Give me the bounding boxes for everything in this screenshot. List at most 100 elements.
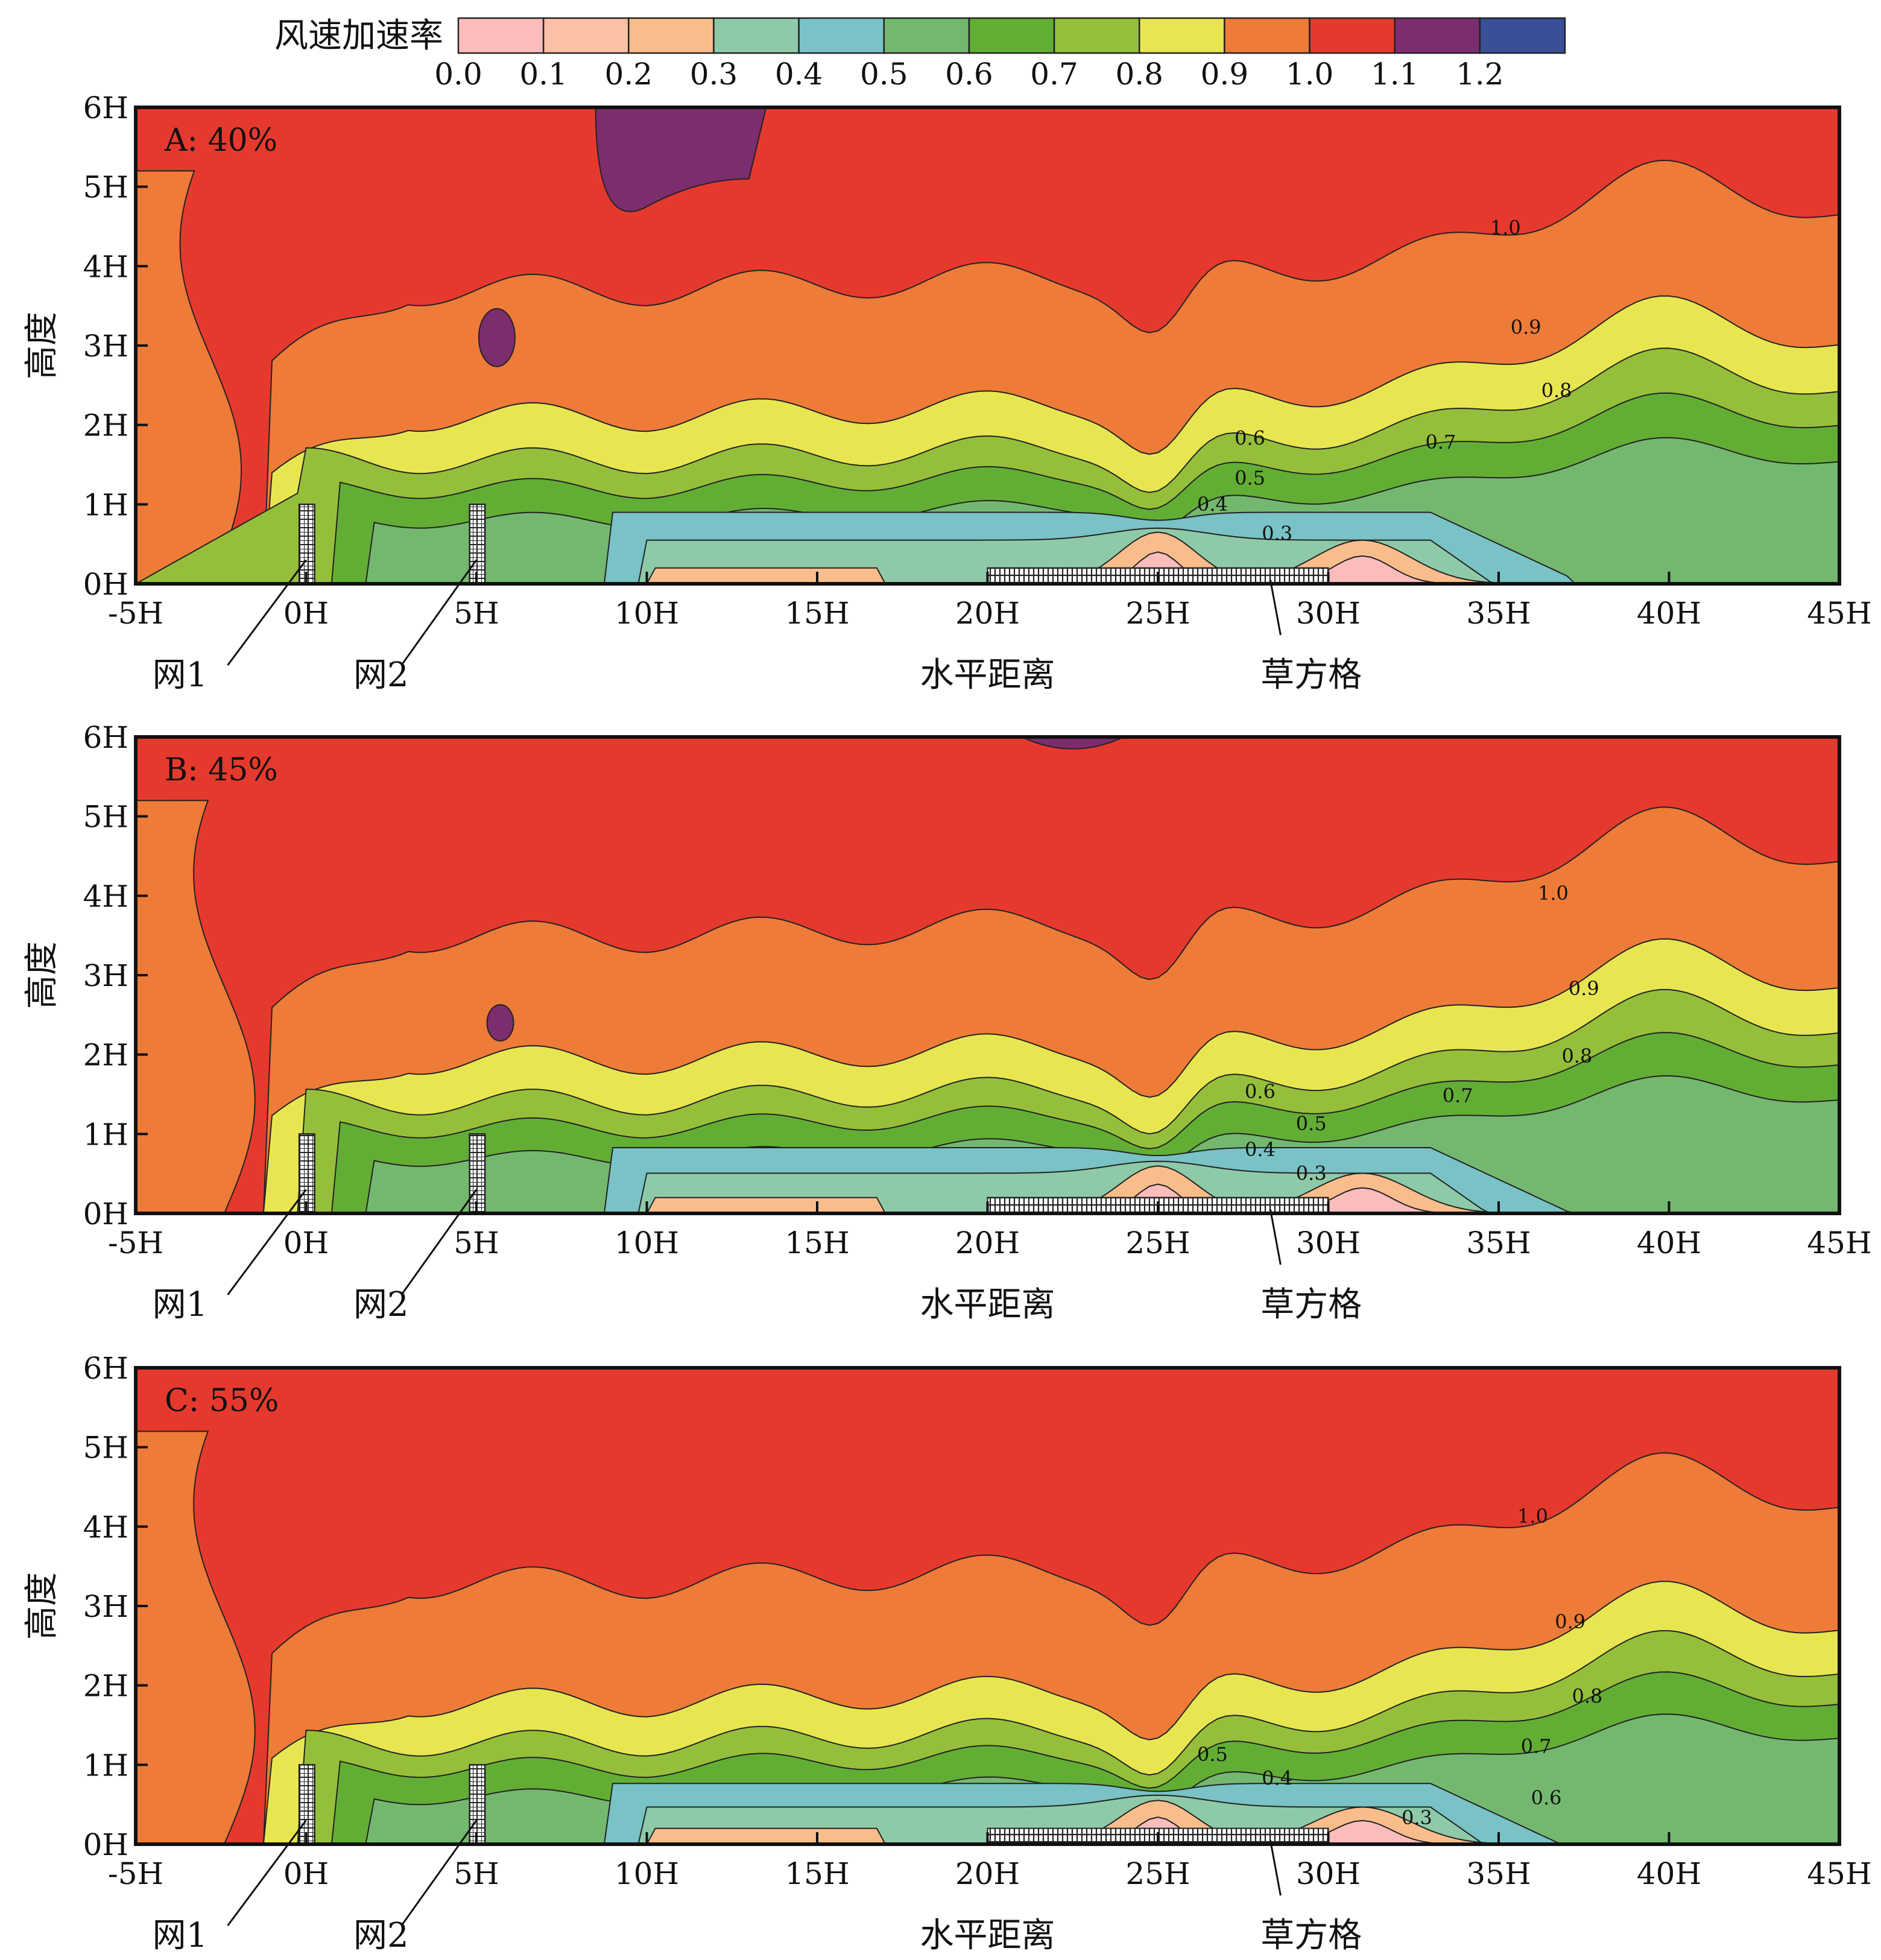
x-tick-label: 30H [1296, 596, 1361, 631]
colorbar-cell-2 [628, 17, 715, 54]
x-tick-label: 25H [1125, 1225, 1190, 1260]
panel-b: B: 45% 1.0 0.9 0.8 0.7 0.6 0.5 0.4 0.3 0H 1H 2H 3H 4H… [22, 720, 1872, 1324]
colorbar-cell-5 [883, 17, 970, 54]
contour-label: 0.7 [1443, 1084, 1473, 1107]
fence-2-label: 网2 [353, 656, 409, 695]
y-tick-label: 1H [83, 1117, 128, 1152]
x-tick-label: 15H [785, 596, 849, 631]
y-tick-label: 5H [83, 170, 128, 205]
y-tick-label: 3H [83, 1589, 128, 1624]
fence-1-label: 网1 [153, 1285, 208, 1324]
x-tick-label: -5H [108, 1856, 163, 1891]
x-tick-label: 30H [1296, 1856, 1361, 1891]
x-tick-label: 10H [615, 1856, 679, 1891]
fence-2 [469, 504, 486, 585]
colorbar-cell-7 [1053, 17, 1140, 54]
fence-1-leader [227, 559, 307, 666]
x-tick-label: -5H [108, 596, 163, 631]
y-tick-label: 2H [83, 1038, 128, 1073]
y-tick-label: 4H [83, 879, 128, 914]
y-tick-label: 6H [83, 90, 128, 125]
grid-leader [1269, 1209, 1282, 1265]
y-axis-label: 高度 [22, 1572, 62, 1640]
x-tick-label: 35H [1466, 1225, 1531, 1260]
grid-leader [1269, 1840, 1282, 1896]
y-tick-label: 2H [83, 1669, 128, 1704]
colorbar-tick-label: 0.1 [519, 57, 567, 92]
colorbar-cell-10 [1309, 17, 1396, 54]
colorbar-tick-label: 1.0 [1286, 57, 1334, 92]
y-axis-label: 高度 [22, 312, 62, 379]
fence-2-leader [400, 1189, 478, 1295]
x-tick-label: 0H [283, 1856, 329, 1891]
contour-label: 0.5 [1197, 1743, 1228, 1766]
x-tick-label: 5H [454, 1225, 499, 1260]
colorbar-cell-1 [542, 17, 630, 54]
colorbar-tick-label: 0.4 [775, 57, 823, 92]
contour-field [136, 1368, 1839, 1844]
y-tick-label: 1H [83, 487, 128, 522]
grid-label: 草方格 [1260, 1916, 1362, 1955]
colorbar-tick-label: 0.7 [1030, 57, 1078, 92]
y-tick-label: 0H [83, 567, 128, 602]
y-tick-label: 2H [83, 408, 128, 443]
x-tick-label: 45H [1807, 596, 1871, 631]
band-0-2 [136, 1165, 1839, 1213]
y-tick-label: 4H [83, 249, 128, 284]
fence-1-leader [227, 1819, 307, 1926]
fence-1-label: 网1 [153, 1916, 208, 1955]
colorbar-cell-4 [798, 17, 885, 54]
contour-label: 1.0 [1538, 882, 1569, 905]
grid-label: 草方格 [1260, 656, 1362, 695]
y-axis-label: 高度 [22, 941, 62, 1009]
pocket-1-1 [486, 1004, 514, 1042]
x-tick-label: 25H [1125, 596, 1190, 631]
colorbar-tick-label: 0.5 [860, 57, 908, 92]
grid-leader [1269, 580, 1282, 636]
panel-title: B: 45% [165, 752, 278, 788]
x-tick-label: 10H [615, 596, 679, 631]
contour-label: 0.3 [1402, 1806, 1432, 1829]
panel-title: C: 55% [165, 1383, 279, 1419]
colorbar: 风速加速率 0.0 0.1 0.2 0.3 0.4 0.5 0.6 0.7 0.8 0.9 1.0 1… [274, 16, 1566, 92]
contour-label: 0.3 [1296, 1162, 1327, 1185]
y-tick-label: 0H [83, 1197, 128, 1231]
panel-a: A: 40% 1.0 0.9 0.8 0.7 0.6 0.5 0.4 0.3 0H 1H 2H 3H 4H… [22, 90, 1872, 695]
fence-2-label: 网2 [353, 1285, 409, 1324]
x-tick-label: 5H [454, 1856, 499, 1891]
x-tick-label: 40H [1637, 1225, 1701, 1260]
contour-field [136, 107, 1839, 584]
contour-label: 0.7 [1426, 431, 1456, 454]
colorbar-cell-0 [457, 17, 545, 54]
contour-label: 0.8 [1541, 379, 1572, 402]
contour-label: 0.9 [1555, 1610, 1585, 1633]
fence-2-leader [400, 1819, 478, 1926]
contour-label: 0.4 [1197, 493, 1228, 516]
colorbar-cells [457, 17, 1566, 54]
contour-label: 1.0 [1490, 217, 1521, 239]
contour-label: 1.0 [1517, 1505, 1548, 1528]
y-tick-label: 5H [83, 800, 128, 835]
x-tick-label: 45H [1807, 1856, 1871, 1891]
x-tick-label: 20H [955, 1225, 1020, 1260]
y-tick-label: 5H [83, 1430, 128, 1465]
x-axis-label: 水平距离 [920, 1916, 1055, 1955]
colorbar-cell-6 [968, 17, 1055, 54]
x-axis-label: 水平距离 [920, 1285, 1055, 1324]
x-tick-label: 20H [955, 596, 1020, 631]
contour-label: 0.4 [1245, 1138, 1276, 1161]
contour-label: 0.6 [1245, 1080, 1276, 1103]
contour-label: 0.7 [1521, 1735, 1552, 1758]
pocket-1-1 [595, 107, 767, 212]
pocket-1-1 [1021, 737, 1124, 750]
y-tick-label: 4H [83, 1510, 128, 1544]
panel-title: A: 40% [164, 122, 277, 159]
contour-label: 0.4 [1262, 1766, 1292, 1789]
contour-label: 0.8 [1572, 1685, 1602, 1708]
x-tick-label: 20H [955, 1856, 1020, 1891]
x-tick-label: 0H [283, 596, 329, 631]
x-tick-label: 10H [615, 1225, 679, 1260]
upstream-band-0-9 [136, 1430, 256, 1844]
colorbar-cell-12 [1479, 17, 1566, 54]
